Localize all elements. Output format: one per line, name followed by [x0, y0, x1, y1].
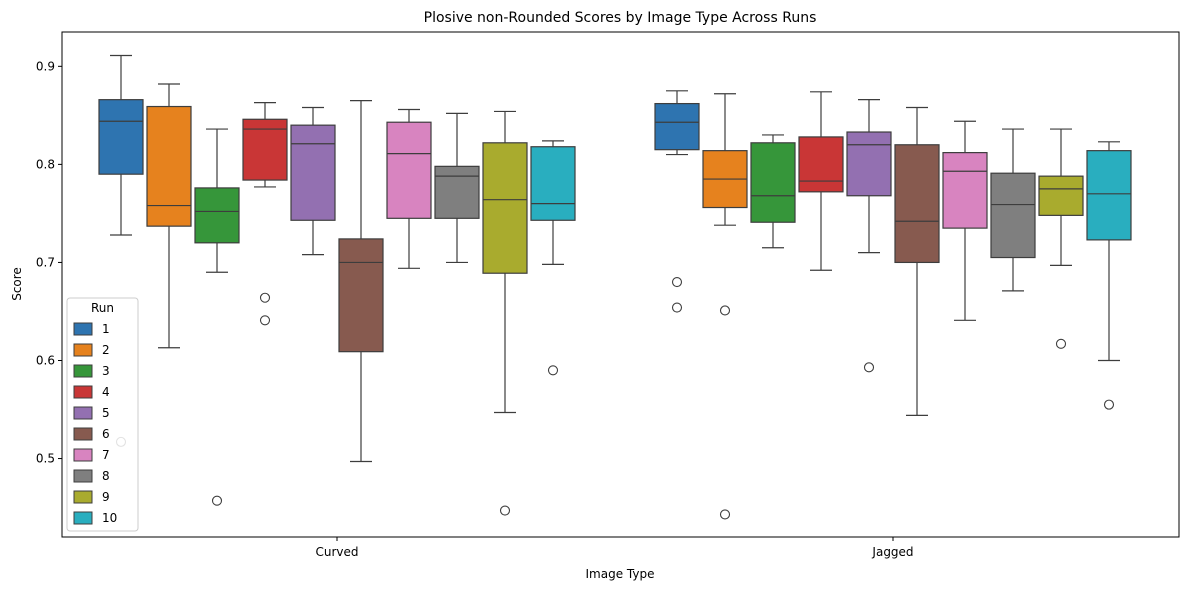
box-run-5-curved [290, 106, 336, 256]
legend: Run 1 2 3 4 5 6 7 8 9 10 [66, 297, 139, 532]
outlier-point [863, 362, 875, 373]
legend-label: 1 [102, 322, 110, 336]
outlier-point [1103, 399, 1115, 410]
box-run-10-curved [530, 140, 576, 376]
y-axis-label: Score [10, 267, 24, 301]
box-iqr [434, 165, 480, 219]
outlier-point [671, 302, 683, 313]
box-iqr [1038, 175, 1084, 216]
legend-label: 6 [102, 427, 110, 441]
box-iqr [894, 144, 940, 264]
legend-swatch [73, 385, 93, 399]
legend-swatch [73, 427, 93, 441]
legend-item: 8 [73, 469, 110, 483]
legend-item: 7 [73, 448, 110, 462]
y-tick-label: 0.7 [36, 255, 55, 269]
legend-swatch [73, 511, 93, 525]
box-iqr [798, 136, 844, 193]
x-axis: Curved Jagged [315, 537, 914, 559]
box-run-3-curved [194, 128, 240, 506]
box-iqr [654, 102, 700, 151]
box-iqr [146, 105, 192, 227]
y-tick-label: 0.6 [36, 353, 55, 367]
legend-label: 2 [102, 343, 110, 357]
outlier-point [719, 509, 731, 520]
outlier-point [499, 505, 511, 516]
legend-item: 2 [73, 343, 110, 357]
legend-item: 5 [73, 406, 110, 420]
legend-item: 6 [73, 427, 110, 441]
box-run-4-jagged [798, 91, 844, 271]
box-iqr [194, 187, 240, 244]
x-tick-label: Jagged [871, 545, 913, 559]
y-tick-label: 0.5 [36, 452, 55, 466]
outlier-point [259, 292, 271, 303]
box-iqr [482, 142, 528, 274]
legend-swatch [73, 322, 93, 336]
box-iqr [242, 118, 288, 181]
box-run-5-jagged [846, 99, 892, 373]
box-run-4-curved [242, 102, 288, 326]
box-run-8-jagged [990, 128, 1036, 292]
box-iqr [846, 131, 892, 197]
legend-label: 10 [102, 511, 117, 525]
legend-swatch [73, 364, 93, 378]
box-run-2-curved [146, 83, 192, 349]
legend-item: 4 [73, 385, 110, 399]
legend-item: 9 [73, 490, 110, 504]
legend-label: 3 [102, 364, 110, 378]
box-run-2-jagged [702, 93, 748, 520]
box-iqr [386, 121, 432, 219]
legend-label: 5 [102, 406, 110, 420]
box-run-9-curved [482, 110, 528, 516]
box-iqr [290, 124, 336, 221]
legend-item: 10 [73, 511, 117, 525]
box-run-6-curved [338, 100, 384, 463]
legend-label: 4 [102, 385, 110, 399]
box-run-7-jagged [942, 120, 988, 321]
x-axis-label: Image Type [586, 567, 655, 581]
chart-title: Plosive non-Rounded Scores by Image Type… [424, 10, 817, 26]
legend-swatch [73, 490, 93, 504]
outlier-point [259, 315, 271, 326]
box-run-9-jagged [1038, 128, 1084, 349]
y-axis: 0.5 0.6 0.7 0.8 0.9 [36, 59, 62, 466]
legend-swatch [73, 406, 93, 420]
box-run-10-jagged [1086, 141, 1132, 410]
outlier-point [719, 305, 731, 316]
box-iqr [530, 146, 576, 221]
legend-label: 7 [102, 448, 110, 462]
legend-swatch [73, 448, 93, 462]
box-run-1-jagged [654, 90, 700, 313]
box-run-1-curved [98, 54, 144, 447]
legend-label: 8 [102, 469, 110, 483]
box-iqr [942, 152, 988, 229]
y-tick-label: 0.9 [36, 59, 55, 73]
outlier-point [671, 276, 683, 288]
box-iqr [98, 99, 144, 175]
outlier-point [547, 365, 559, 376]
legend-item: 3 [73, 364, 110, 378]
legend-label: 9 [102, 490, 110, 504]
y-tick-label: 0.8 [36, 157, 55, 171]
box-run-7-curved [386, 108, 432, 269]
box-run-3-jagged [750, 134, 796, 249]
outlier-point [1055, 338, 1067, 349]
box-layer [98, 54, 1132, 520]
plot-frame [61, 31, 1180, 538]
box-iqr [1086, 150, 1132, 241]
box-iqr [750, 142, 796, 223]
outlier-point [211, 495, 223, 506]
legend-swatch [73, 469, 93, 483]
legend-title: Run [91, 301, 114, 315]
legend-item: 1 [73, 322, 110, 336]
legend-swatch [73, 343, 93, 357]
x-tick-label: Curved [315, 545, 358, 559]
box-iqr [338, 238, 384, 353]
box-run-8-curved [434, 112, 480, 264]
box-run-6-jagged [894, 106, 940, 417]
box-iqr [990, 172, 1036, 259]
